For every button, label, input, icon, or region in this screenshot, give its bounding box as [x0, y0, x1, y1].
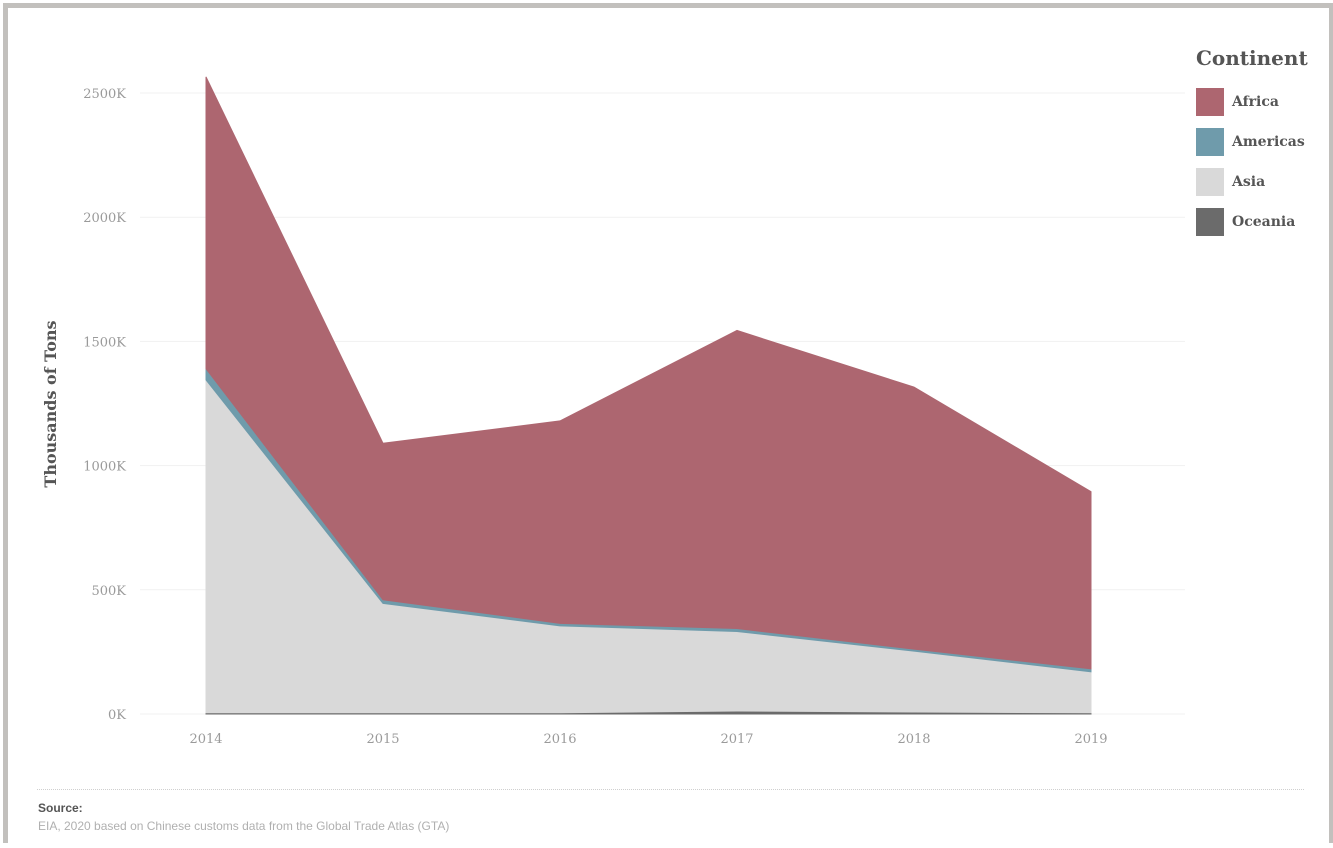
- y-axis-ticks: 0K 500K 1000K 1500K 2000K 2500K: [83, 87, 126, 723]
- legend-label: Asia: [1232, 174, 1266, 190]
- x-tick-label: 2016: [543, 732, 576, 747]
- legend: Continent Africa Americas Asia Oceania: [1196, 46, 1308, 242]
- x-tick-label: 2019: [1074, 732, 1107, 747]
- x-tick-label: 2017: [720, 732, 753, 747]
- x-tick-label: 2015: [366, 732, 399, 747]
- legend-swatch: [1196, 88, 1224, 116]
- legend-swatch: [1196, 128, 1224, 156]
- legend-label: Americas: [1232, 134, 1305, 150]
- y-tick-label: 1500K: [83, 335, 126, 350]
- legend-item-asia[interactable]: Asia: [1196, 162, 1308, 202]
- legend-item-africa[interactable]: Africa: [1196, 82, 1308, 122]
- x-axis-ticks: 2014 2015 2016 2017 2018 2019: [189, 732, 1107, 747]
- x-tick-label: 2014: [189, 732, 222, 747]
- area-africa[interactable]: [205, 76, 1092, 670]
- y-axis-label: Thousands of Tons: [41, 320, 60, 487]
- legend-item-oceania[interactable]: Oceania: [1196, 202, 1308, 242]
- area-layer: [205, 76, 1092, 715]
- source-text: EIA, 2020 based on Chinese customs data …: [38, 819, 450, 833]
- legend-title: Continent: [1196, 46, 1308, 70]
- x-tick-label: 2018: [897, 732, 930, 747]
- legend-swatch: [1196, 208, 1224, 236]
- legend-item-americas[interactable]: Americas: [1196, 122, 1308, 162]
- legend-label: Oceania: [1232, 214, 1296, 230]
- legend-items: Africa Americas Asia Oceania: [1196, 82, 1308, 242]
- y-tick-label: 1000K: [83, 460, 126, 475]
- source-label: Source:: [38, 801, 83, 815]
- y-tick-label: 0K: [108, 708, 126, 723]
- legend-label: Africa: [1232, 94, 1279, 110]
- legend-swatch: [1196, 168, 1224, 196]
- y-tick-label: 2000K: [83, 211, 126, 226]
- y-tick-label: 500K: [91, 584, 126, 599]
- y-tick-label: 2500K: [83, 87, 126, 102]
- footer-divider: [37, 789, 1304, 790]
